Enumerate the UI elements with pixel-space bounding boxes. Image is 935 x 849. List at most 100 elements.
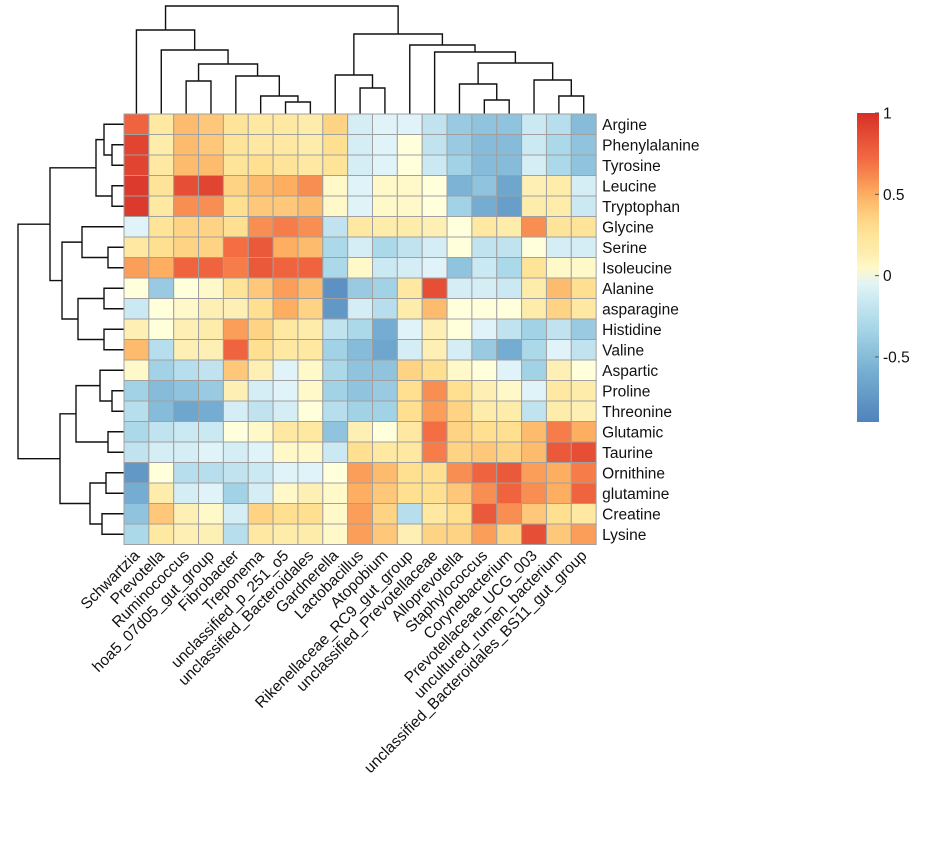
heatmap-cell (272, 195, 299, 217)
heatmap-cell (297, 134, 324, 156)
heatmap-cell (247, 359, 274, 381)
heatmap-cell (471, 195, 498, 217)
heatmap-cell (297, 462, 324, 484)
heatmap-cell (198, 195, 224, 217)
heatmap-cell (471, 298, 498, 320)
heatmap-cell (247, 482, 274, 504)
heatmap-cell (123, 523, 150, 545)
heatmap-cell (247, 298, 274, 320)
row-label: Threonine (602, 404, 672, 421)
heatmap-cell (396, 195, 423, 217)
heatmap-cell (272, 462, 299, 484)
heatmap-cell (521, 154, 547, 176)
heatmap-cell (297, 298, 324, 320)
heatmap-cell (247, 134, 274, 156)
heatmap-cell (570, 257, 597, 279)
heatmap-cell (521, 380, 547, 402)
heatmap-cell (471, 359, 498, 381)
heatmap-cell (247, 113, 274, 135)
heatmap-cell (297, 113, 324, 135)
heatmap-cell (570, 236, 597, 258)
legend-tick-label: 0 (883, 268, 892, 285)
heatmap-cell (148, 298, 175, 320)
heatmap-cell (247, 503, 274, 525)
heatmap-cell (222, 134, 249, 156)
heatmap-cell (247, 523, 274, 545)
heatmap-cell (545, 441, 572, 463)
heatmap-cell (471, 421, 498, 443)
heatmap-cell (372, 482, 398, 504)
heatmap-cell (545, 339, 572, 361)
heatmap-cell (347, 482, 373, 504)
heatmap-cell (123, 257, 150, 279)
heatmap-cell (297, 359, 324, 381)
heatmap-cell (496, 236, 523, 258)
heatmap-cell (521, 503, 547, 525)
heatmap-cell (496, 400, 523, 422)
heatmap-cell (570, 154, 597, 176)
heatmap-cell (297, 441, 324, 463)
heatmap-cell (496, 257, 523, 279)
heatmap-cell (496, 359, 523, 381)
heatmap-cell (471, 441, 498, 463)
heatmap-cell (347, 195, 373, 217)
heatmap-cell (471, 523, 498, 545)
heatmap-cell (372, 298, 398, 320)
heatmap-cell (421, 441, 448, 463)
heatmap-cell (173, 339, 200, 361)
heatmap-cell (521, 298, 547, 320)
row-label: Glycine (602, 219, 654, 236)
heatmap-cell (545, 257, 572, 279)
heatmap-cell (521, 482, 547, 504)
heatmap-cell (198, 441, 224, 463)
heatmap-cell (148, 257, 175, 279)
heatmap-cell (148, 380, 175, 402)
heatmap-cell (471, 154, 498, 176)
heatmap-cell (496, 175, 523, 197)
heatmap-cell (421, 523, 448, 545)
heatmap-cell (222, 318, 249, 340)
heatmap-cell (421, 134, 448, 156)
heatmap-cell (322, 236, 349, 258)
heatmap-cell (297, 257, 324, 279)
heatmap-cell (173, 154, 200, 176)
heatmap-cell (198, 175, 224, 197)
heatmap-cell (222, 113, 249, 135)
heatmap-cell (123, 339, 150, 361)
heatmap-cell (297, 482, 324, 504)
heatmap-cell (421, 482, 448, 504)
heatmap-cell (272, 359, 299, 381)
heatmap-cell (198, 113, 224, 135)
heatmap-cell (148, 113, 175, 135)
heatmap-cell (222, 154, 249, 176)
heatmap-cell (297, 380, 324, 402)
heatmap-cell (372, 175, 398, 197)
heatmap-cell (297, 175, 324, 197)
heatmap-cell (446, 482, 473, 504)
heatmap-cell (570, 339, 597, 361)
heatmap-cell (222, 380, 249, 402)
heatmap-cell (322, 195, 349, 217)
heatmap-cell (396, 462, 423, 484)
heatmap-cell (521, 277, 547, 299)
heatmap-cell (247, 216, 274, 238)
heatmap-cell (396, 482, 423, 504)
heatmap-cell (496, 441, 523, 463)
heatmap-cell (173, 421, 200, 443)
heatmap-cell (173, 503, 200, 525)
heatmap-cell (545, 359, 572, 381)
heatmap-cell (173, 482, 200, 504)
heatmap-cell (123, 175, 150, 197)
heatmap-cell (297, 154, 324, 176)
heatmap-cell (471, 339, 498, 361)
heatmap-cell (446, 339, 473, 361)
heatmap-cell (570, 298, 597, 320)
heatmap-cell (545, 154, 572, 176)
heatmap-cell (347, 359, 373, 381)
heatmap-cell (496, 154, 523, 176)
heatmap-cell (347, 462, 373, 484)
heatmap-cell (297, 503, 324, 525)
heatmap-cell (521, 400, 547, 422)
heatmap-cell (123, 236, 150, 258)
